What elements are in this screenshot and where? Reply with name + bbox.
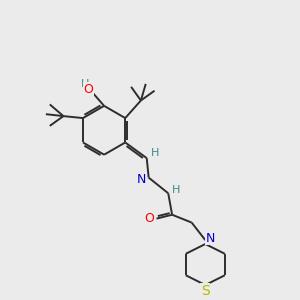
Text: O: O <box>145 212 154 225</box>
Text: O: O <box>83 83 93 96</box>
Text: H: H <box>81 80 90 89</box>
Text: N: N <box>206 232 215 245</box>
Text: H: H <box>172 185 180 195</box>
Text: N: N <box>137 173 146 186</box>
Text: S: S <box>201 284 210 298</box>
Text: H: H <box>151 148 160 158</box>
